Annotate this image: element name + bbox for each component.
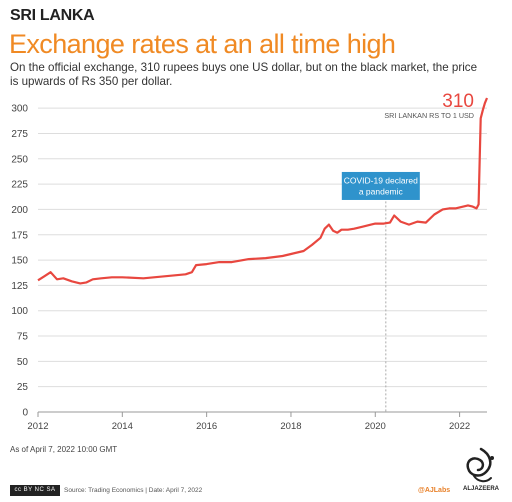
series-label: SRI LANKAN RS TO 1 USD (384, 111, 474, 120)
y-tick-label: 300 (11, 104, 28, 115)
exchange-rate-line (37, 97, 489, 285)
y-tick-label: 200 (11, 205, 28, 216)
aljazeera-logo-icon (466, 447, 494, 483)
y-tick-label: 0 (22, 408, 28, 419)
x-tick-label: 2020 (365, 421, 386, 432)
end-value-label: 310 (442, 91, 474, 112)
chart-subtitle: On the official exchange, 310 rupees buy… (10, 61, 478, 88)
x-tick-label: 2022 (449, 421, 470, 432)
covid-annotation-text: a pandemic (359, 186, 404, 196)
kicker-label: SRI LANKA (10, 7, 95, 24)
y-tick-label: 225 (11, 180, 28, 191)
license-badge: cc BY NC SA (10, 485, 60, 496)
y-tick-label: 250 (11, 154, 28, 165)
y-tick-label: 50 (17, 357, 29, 368)
aljazeera-wordmark: ALJAZEERA (462, 486, 499, 492)
y-tick-label: 150 (11, 256, 28, 267)
x-tick-label: 2012 (27, 421, 48, 432)
chart-title: Exchange rates at an all time high (9, 29, 396, 59)
y-tick-label: 125 (11, 281, 28, 292)
covid-annotation-box (341, 171, 420, 200)
y-tick-label: 100 (11, 306, 28, 317)
y-tick-label: 75 (17, 332, 29, 343)
x-tick-label: 2014 (112, 421, 133, 432)
y-tick-label: 275 (11, 129, 28, 140)
y-tick-label: 175 (11, 230, 28, 241)
aljazeera-logo: ALJAZEERA (456, 446, 506, 498)
x-tick-label: 2018 (280, 421, 301, 432)
y-tick-label: 25 (17, 382, 29, 393)
covid-annotation-text: COVID-19 declared (344, 175, 418, 185)
as-of-note: As of April 7, 2022 10:00 GMT (10, 445, 118, 454)
ajlabs-handle: @AJLabs (418, 487, 451, 494)
source-note: Source: Trading Economics | Date: April … (64, 487, 203, 494)
x-tick-label: 2016 (196, 421, 217, 432)
